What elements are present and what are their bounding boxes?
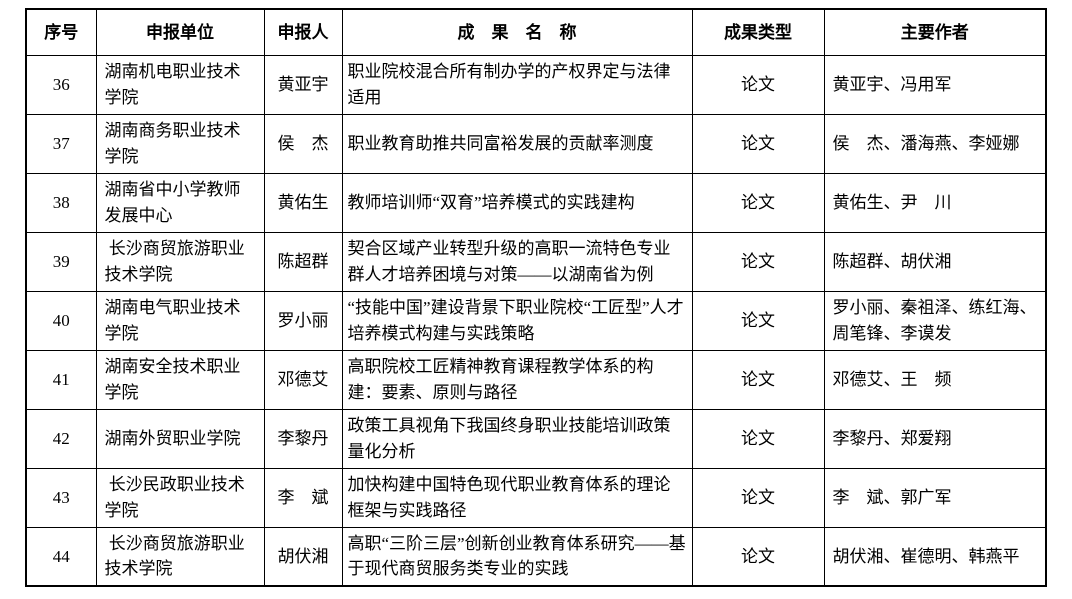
cell-title: 教师培训师“双育”培养模式的实践建构: [341, 172, 693, 233]
cell-type: 论文: [691, 113, 825, 174]
table-row: 37 湖南商务职业技术学院 侯 杰 职业教育助推共同富裕发展的贡献率测度 论文 …: [25, 113, 1047, 174]
cell-unit: 长沙民政职业技术学院: [95, 467, 265, 528]
cell-type: 论文: [691, 172, 825, 233]
cell-applicant: 陈超群: [263, 231, 343, 292]
cell-title: 加快构建中国特色现代职业教育体系的理论框架与实践路径: [341, 467, 693, 528]
cell-applicant: 黄佑生: [263, 172, 343, 233]
cell-title: 职业院校混合所有制办学的产权界定与法律适用: [341, 54, 693, 115]
cell-title: 职业教育助推共同富裕发展的贡献率测度: [341, 113, 693, 174]
cell-authors: 邓德艾、王 频: [823, 349, 1047, 410]
cell-title: 高职“三阶三层”创新创业教育体系研究——基于现代商贸服务类专业的实践: [341, 526, 693, 587]
cell-unit: 湖南安全技术职业学院: [95, 349, 265, 410]
cell-type: 论文: [691, 231, 825, 292]
cell-applicant: 李 斌: [263, 467, 343, 528]
cell-type: 论文: [691, 526, 825, 587]
header-title: 成 果 名 称: [341, 8, 693, 56]
table-row: 36 湖南机电职业技术学院 黄亚宇 职业院校混合所有制办学的产权界定与法律适用 …: [25, 54, 1047, 115]
cell-serial: 38: [25, 172, 97, 233]
cell-serial: 43: [25, 467, 97, 528]
header-row: 序号 申报单位 申报人 成 果 名 称 成果类型 主要作者: [25, 8, 1047, 56]
table-row: 41 湖南安全技术职业学院 邓德艾 高职院校工匠精神教育课程教学体系的构建：要素…: [25, 349, 1047, 410]
cell-type: 论文: [691, 467, 825, 528]
table-row: 43 长沙民政职业技术学院 李 斌 加快构建中国特色现代职业教育体系的理论框架与…: [25, 467, 1047, 528]
header-authors: 主要作者: [823, 8, 1047, 56]
cell-title: 契合区域产业转型升级的高职一流特色专业群人才培养困境与对策——以湖南省为例: [341, 231, 693, 292]
cell-authors: 黄亚宇、冯用军: [823, 54, 1047, 115]
cell-authors: 胡伏湘、崔德明、韩燕平: [823, 526, 1047, 587]
cell-type: 论文: [691, 54, 825, 115]
table-row: 44 长沙商贸旅游职业技术学院 胡伏湘 高职“三阶三层”创新创业教育体系研究——…: [25, 526, 1047, 587]
cell-unit: 湖南省中小学教师发展中心: [95, 172, 265, 233]
cell-applicant: 胡伏湘: [263, 526, 343, 587]
cell-serial: 44: [25, 526, 97, 587]
cell-unit: 湖南外贸职业学院: [95, 408, 265, 469]
cell-unit: 长沙商贸旅游职业技术学院: [95, 526, 265, 587]
cell-applicant: 邓德艾: [263, 349, 343, 410]
cell-authors: 黄佑生、尹 川: [823, 172, 1047, 233]
cell-unit: 湖南机电职业技术学院: [95, 54, 265, 115]
cell-applicant: 侯 杰: [263, 113, 343, 174]
cell-serial: 41: [25, 349, 97, 410]
cell-applicant: 黄亚宇: [263, 54, 343, 115]
table-row: 39 长沙商贸旅游职业技术学院 陈超群 契合区域产业转型升级的高职一流特色专业群…: [25, 231, 1047, 292]
cell-type: 论文: [691, 349, 825, 410]
cell-serial: 37: [25, 113, 97, 174]
cell-serial: 42: [25, 408, 97, 469]
cell-title: 政策工具视角下我国终身职业技能培训政策量化分析: [341, 408, 693, 469]
cell-authors: 陈超群、胡伏湘: [823, 231, 1047, 292]
cell-unit: 湖南商务职业技术学院: [95, 113, 265, 174]
cell-serial: 36: [25, 54, 97, 115]
table-row: 38 湖南省中小学教师发展中心 黄佑生 教师培训师“双育”培养模式的实践建构 论…: [25, 172, 1047, 233]
cell-serial: 40: [25, 290, 97, 351]
results-table: 序号 申报单位 申报人 成 果 名 称 成果类型 主要作者 36 湖南机电职业技…: [25, 8, 1047, 587]
cell-type: 论文: [691, 408, 825, 469]
header-serial: 序号: [25, 8, 97, 56]
cell-authors: 李黎丹、郑爱翔: [823, 408, 1047, 469]
cell-serial: 39: [25, 231, 97, 292]
cell-unit: 长沙商贸旅游职业技术学院: [95, 231, 265, 292]
cell-authors: 李 斌、郭广军: [823, 467, 1047, 528]
header-unit: 申报单位: [95, 8, 265, 56]
cell-title: “技能中国”建设背景下职业院校“工匠型”人才培养模式构建与实践策略: [341, 290, 693, 351]
header-type: 成果类型: [691, 8, 825, 56]
cell-authors: 侯 杰、潘海燕、李娅娜: [823, 113, 1047, 174]
header-applicant: 申报人: [263, 8, 343, 56]
cell-applicant: 罗小丽: [263, 290, 343, 351]
cell-type: 论文: [691, 290, 825, 351]
table-row: 42 湖南外贸职业学院 李黎丹 政策工具视角下我国终身职业技能培训政策量化分析 …: [25, 408, 1047, 469]
cell-unit: 湖南电气职业技术学院: [95, 290, 265, 351]
cell-applicant: 李黎丹: [263, 408, 343, 469]
cell-title: 高职院校工匠精神教育课程教学体系的构建：要素、原则与路径: [341, 349, 693, 410]
cell-authors: 罗小丽、秦祖泽、练红海、周笔锋、李谟发: [823, 290, 1047, 351]
table-row: 40 湖南电气职业技术学院 罗小丽 “技能中国”建设背景下职业院校“工匠型”人才…: [25, 290, 1047, 351]
